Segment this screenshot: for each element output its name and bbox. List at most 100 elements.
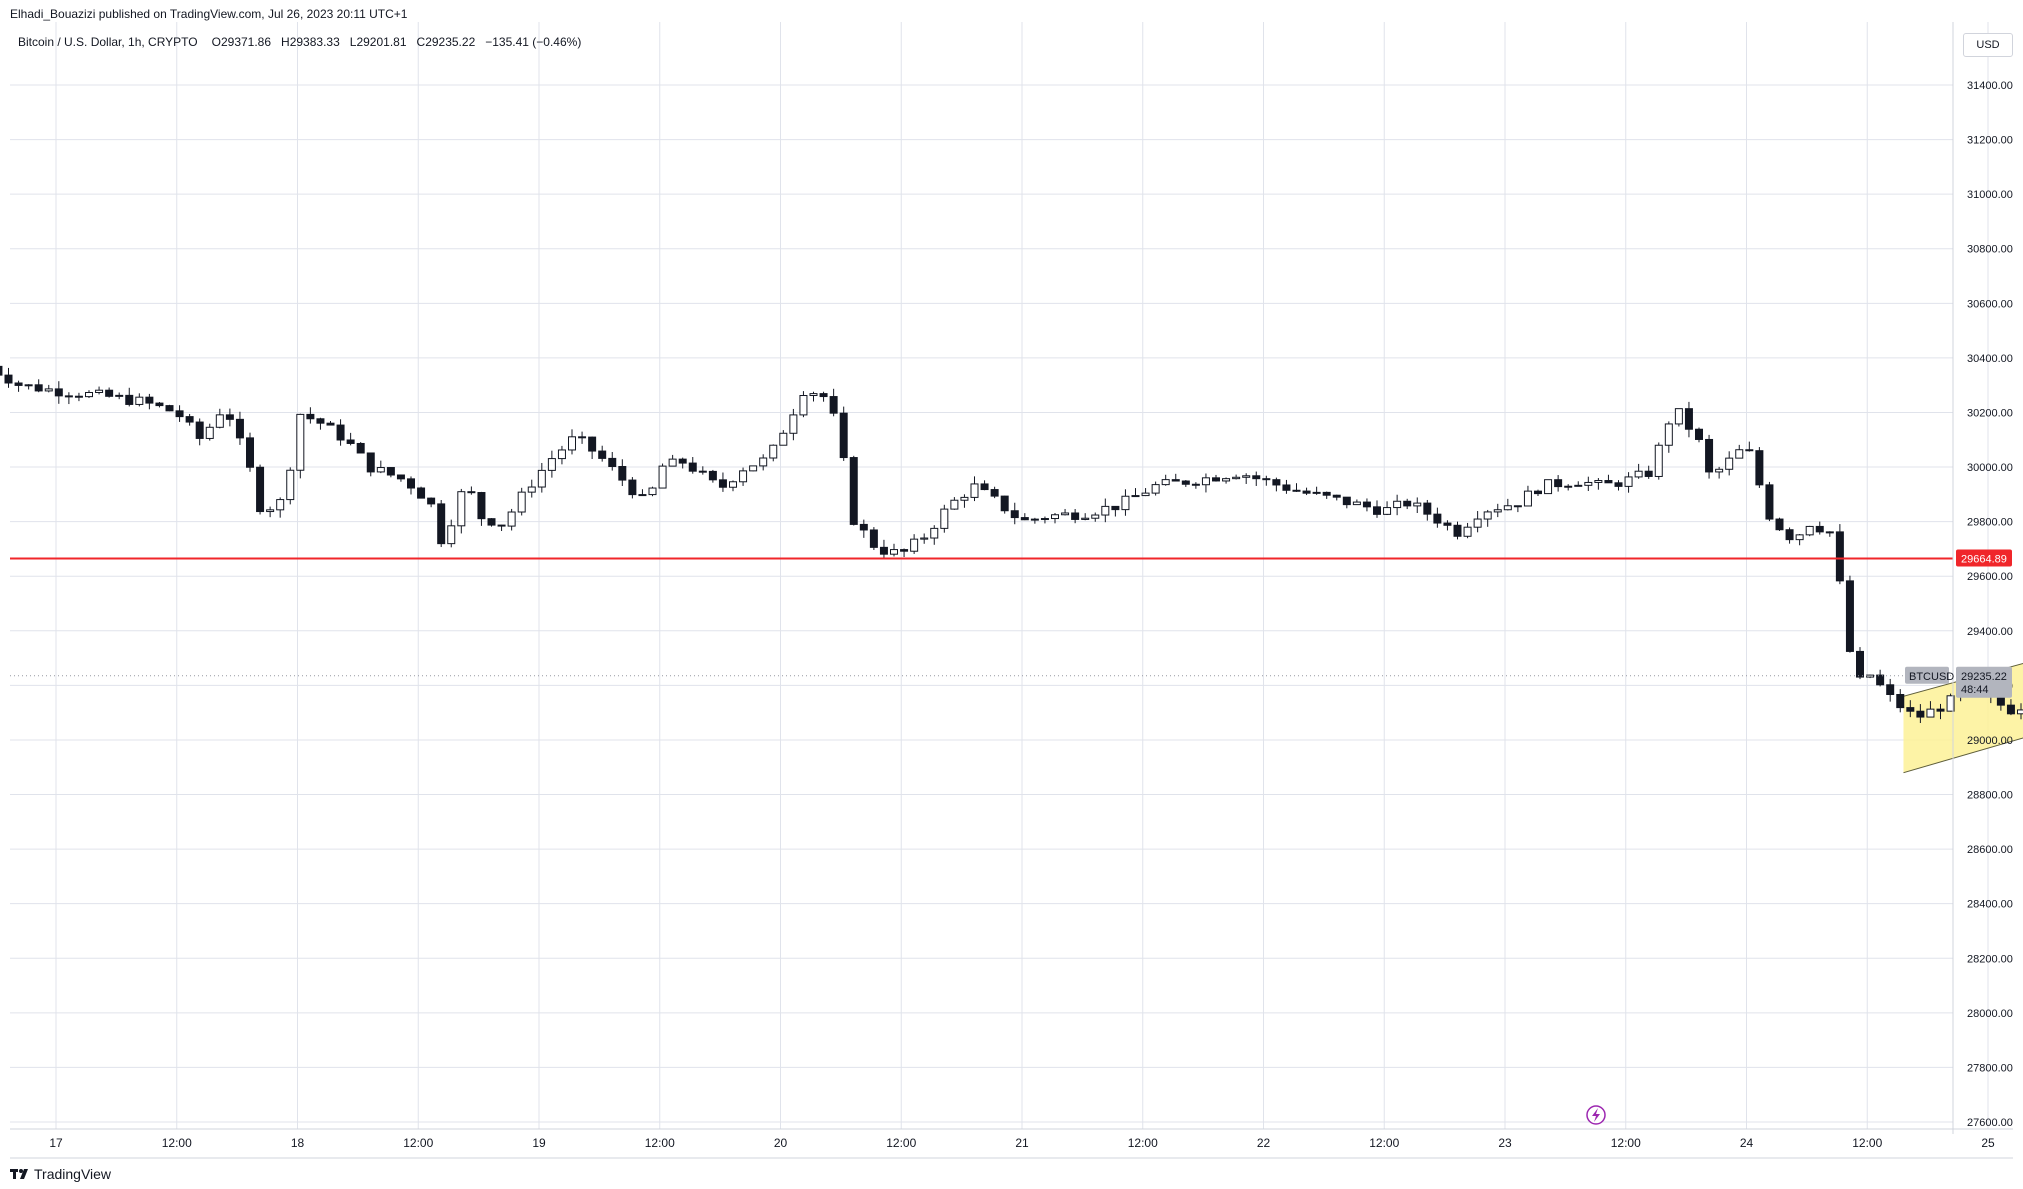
close-value: 29235.22	[425, 35, 476, 49]
candle-body	[1040, 518, 1049, 521]
bar-countdown-label: 48:44	[1961, 684, 1989, 696]
candle-body	[1815, 525, 1824, 533]
candle-body	[235, 418, 244, 439]
candle-body	[225, 414, 234, 420]
channel-lower-line	[1903, 737, 2023, 774]
candle-body	[125, 394, 134, 405]
symbol-legend[interactable]: Bitcoin / U.S. Dollar, 1h, CRYPTO O 29371…	[18, 35, 581, 49]
candle-body	[1423, 502, 1432, 515]
candle-body	[638, 494, 647, 497]
close-label: C	[416, 35, 426, 49]
time-tick-label: 25	[1981, 1136, 1995, 1150]
candle-body	[246, 437, 255, 468]
candle-body	[1272, 479, 1281, 486]
candle-body	[276, 499, 285, 511]
candle-body	[145, 396, 154, 404]
time-tick-label: 12:00	[1369, 1136, 1399, 1150]
candle-body	[1936, 708, 1945, 712]
time-tick-label: 12:00	[1128, 1136, 1158, 1150]
candle-body	[497, 524, 506, 527]
candle-body	[658, 465, 667, 489]
candle-body	[326, 422, 335, 426]
candle-body	[1302, 490, 1311, 494]
candle-body	[1715, 468, 1724, 473]
candle-body	[1674, 408, 1683, 425]
symbol-title[interactable]: Bitcoin / U.S. Dollar, 1h, CRYPTO	[18, 35, 198, 49]
candle-body	[1121, 495, 1130, 511]
price-tick-label: 29600.00	[1967, 571, 2013, 583]
price-tick-label: 28000.00	[1967, 1008, 2013, 1020]
time-axis-labels[interactable]: 17 12:00 18 12:00 19 12:00 20 12:00 21 12:00 22 12:…	[49, 1136, 2023, 1150]
candle-body	[759, 457, 768, 467]
candle-body	[598, 450, 607, 459]
candle-body	[718, 479, 727, 488]
candle-body	[1373, 506, 1382, 515]
candle-body	[537, 469, 546, 488]
last-price-tag: BTCUSD 29235.22 48:44	[1905, 666, 2012, 698]
candle-body	[447, 525, 456, 545]
time-tick-label: 18	[291, 1136, 305, 1150]
candle-body	[396, 474, 405, 480]
price-tick-label: 28400.00	[1967, 899, 2013, 911]
candle-body	[437, 503, 446, 545]
candle-body	[457, 491, 466, 527]
candle-body	[1926, 708, 1935, 718]
candle-body	[1212, 477, 1221, 482]
candle-body	[859, 523, 868, 531]
candle-body	[115, 394, 124, 397]
lightning-icon[interactable]	[1586, 1105, 1606, 1125]
candle-body	[467, 491, 476, 494]
candle-body	[1030, 518, 1039, 521]
candle-body	[1383, 507, 1392, 515]
candle-body	[64, 395, 73, 398]
candle-body	[1091, 514, 1100, 519]
candle-body	[2017, 709, 2023, 715]
candle-body	[1624, 476, 1633, 487]
candle-body	[386, 467, 395, 476]
candle-body	[1071, 512, 1080, 520]
candle-body	[1131, 495, 1140, 498]
tradingview-logo-icon	[10, 1169, 28, 1179]
price-axis-labels[interactable]: 31400.00 31200.00 31000.00 30800.00 30600.00…	[1967, 80, 2013, 1129]
candle-body	[1634, 470, 1643, 478]
candle-body	[1141, 492, 1150, 497]
candle-body	[1413, 502, 1422, 507]
low-value: 29201.81	[356, 35, 407, 49]
price-tick-label: 31200.00	[1967, 135, 2013, 147]
candle-body	[1876, 674, 1885, 686]
time-tick-label: 12:00	[403, 1136, 433, 1150]
candle-body	[1664, 423, 1673, 446]
candle-body	[1886, 684, 1895, 695]
candle-body	[427, 497, 436, 505]
brand[interactable]: TradingView	[10, 1166, 111, 1182]
candle-body	[517, 491, 526, 513]
candle-body	[1856, 650, 1865, 678]
candle-body	[1191, 483, 1200, 486]
price-tick-label: 29800.00	[1967, 517, 2013, 529]
candle-body	[1695, 428, 1704, 440]
candle-body	[175, 410, 184, 418]
currency-selector[interactable]: USD	[1963, 33, 2013, 57]
price-tick-label: 30000.00	[1967, 462, 2013, 474]
candle-body	[105, 389, 114, 397]
low-label: L	[349, 35, 357, 49]
candle-body	[1111, 505, 1120, 511]
price-tick-label: 29000.00	[1967, 735, 2013, 747]
candle-body	[769, 444, 778, 459]
candle-body	[990, 489, 999, 497]
candle-body	[165, 405, 174, 412]
candle-body	[14, 382, 23, 386]
candle-body	[1544, 479, 1553, 495]
candle-body	[668, 458, 677, 467]
candle-body	[608, 457, 617, 468]
candlestick-series	[0, 365, 2023, 723]
price-tick-label: 31400.00	[1967, 80, 2013, 92]
candle-body	[417, 487, 426, 499]
candle-body	[940, 508, 949, 529]
candle-body	[2006, 704, 2015, 715]
candle-body	[1322, 491, 1331, 496]
candle-body	[1996, 696, 2005, 706]
candle-body	[1775, 518, 1784, 531]
chart-grid	[10, 22, 1989, 1129]
